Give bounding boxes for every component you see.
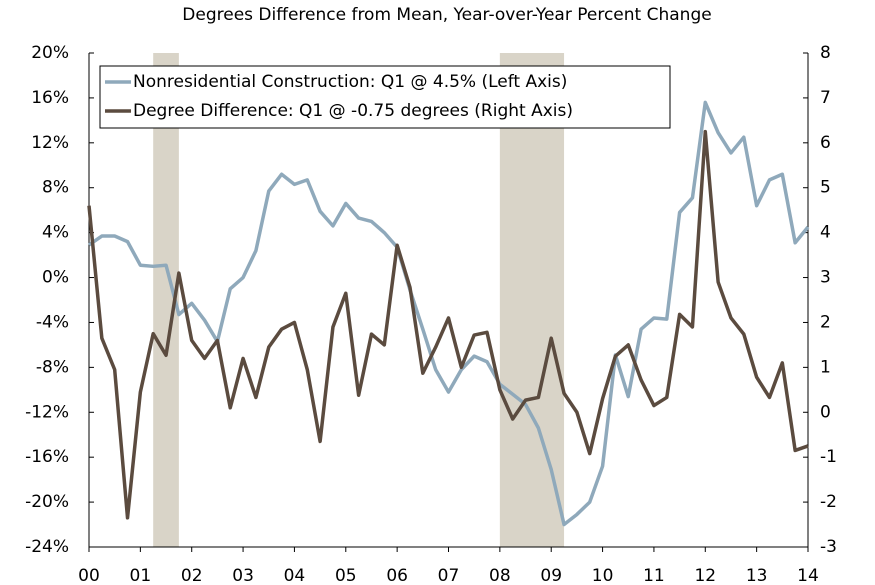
x-tick-label: 08 <box>489 566 511 585</box>
x-tick-label: 07 <box>438 566 460 585</box>
x-tick-label: 00 <box>78 566 100 585</box>
y-tick-label: 12% <box>31 133 69 153</box>
y-tick-label: 20% <box>31 43 69 63</box>
x-tick-label: 09 <box>540 566 562 585</box>
y-tick-label: -4% <box>36 312 69 332</box>
x-tick-label: 10 <box>592 566 614 585</box>
y2-tick-label: 3 <box>820 268 831 288</box>
y-tick-label: -8% <box>36 357 69 377</box>
y-tick-label: -24% <box>25 537 69 557</box>
x-tick-label: 13 <box>746 566 768 585</box>
x-tick-label: 06 <box>386 566 408 585</box>
y2-tick-label: 8 <box>820 43 831 63</box>
y2-tick-label: 0 <box>820 402 831 422</box>
x-tick-label: 04 <box>284 566 306 585</box>
x-tick-label: 01 <box>130 566 152 585</box>
y2-tick-label: 1 <box>820 357 831 377</box>
x-tick-label: 03 <box>232 566 254 585</box>
x-tick-label: 02 <box>181 566 203 585</box>
y2-tick-label: 2 <box>820 312 831 332</box>
legend-label: Degree Difference: Q1 @ -0.75 degrees (R… <box>133 101 573 121</box>
y-tick-label: -20% <box>25 492 69 512</box>
legend-box <box>99 65 671 129</box>
y-tick-label: 4% <box>42 223 69 243</box>
x-tick-label: 05 <box>335 566 357 585</box>
y2-tick-label: 5 <box>820 178 831 198</box>
series-line <box>87 100 810 527</box>
y2-tick-label: 4 <box>820 223 831 243</box>
x-tick-label: 12 <box>694 566 716 585</box>
y-tick-label: 16% <box>31 88 69 108</box>
chart-subtitle: Degrees Difference from Mean, Year-over-… <box>182 5 711 25</box>
series-line <box>87 129 809 520</box>
y-tick-label: 0% <box>42 268 69 288</box>
legend-label: Nonresidential Construction: Q1 @ 4.5% (… <box>133 72 567 92</box>
x-tick-label: 14 <box>797 566 819 585</box>
y2-tick-label: -3 <box>820 537 837 557</box>
x-tick-label: 11 <box>643 566 665 585</box>
y-tick-label: 8% <box>42 178 69 198</box>
y-tick-label: -12% <box>25 402 69 422</box>
y2-tick-label: -1 <box>820 447 837 467</box>
y2-tick-label: 7 <box>820 88 831 108</box>
y2-tick-label: -2 <box>820 492 837 512</box>
recession-shade <box>499 53 565 547</box>
y-tick-label: -16% <box>25 447 69 467</box>
y2-tick-label: 6 <box>820 133 831 153</box>
